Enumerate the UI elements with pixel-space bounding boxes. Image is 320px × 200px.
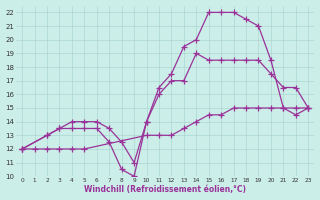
X-axis label: Windchill (Refroidissement éolien,°C): Windchill (Refroidissement éolien,°C): [84, 185, 246, 194]
